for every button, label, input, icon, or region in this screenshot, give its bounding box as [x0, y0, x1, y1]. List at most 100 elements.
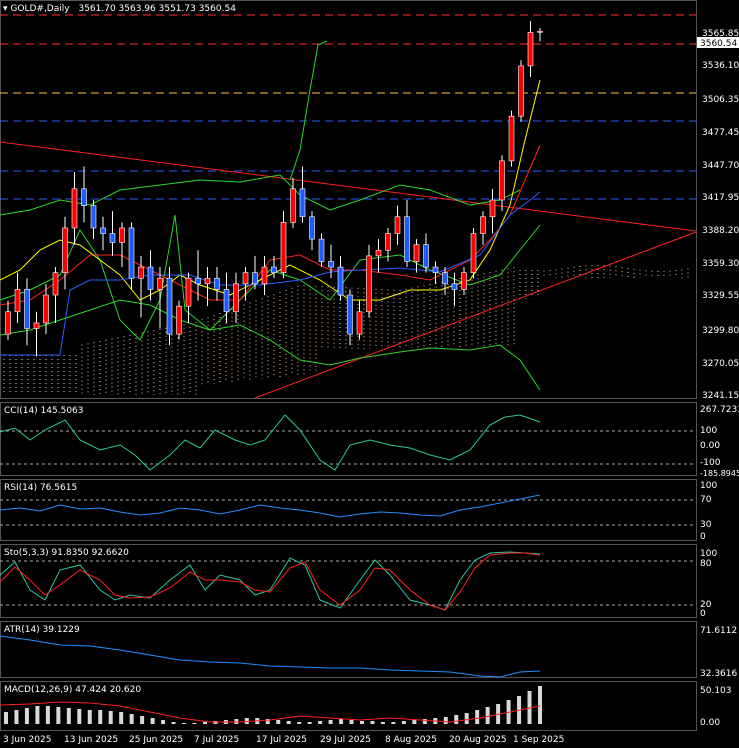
candle-body — [375, 249, 382, 257]
macd-bar — [108, 711, 113, 724]
candle-body — [195, 277, 201, 285]
rsi-level-label: 0 — [700, 532, 706, 542]
candle-body — [5, 311, 11, 335]
candle-body — [280, 222, 287, 273]
candle-body — [394, 216, 401, 234]
macd-bar — [4, 712, 8, 724]
candle-body — [328, 261, 334, 268]
time-axis-label: 8 Aug 2025 — [385, 735, 437, 745]
atr-line — [0, 635, 541, 678]
macd-bar — [14, 710, 19, 724]
candle-body — [147, 266, 154, 290]
macd-bar — [276, 720, 281, 724]
macd-bar — [35, 706, 40, 724]
candle-body — [185, 277, 192, 307]
macd-bar — [443, 717, 448, 724]
macd-bar — [485, 707, 490, 724]
macd-bar — [297, 722, 302, 724]
candle-body — [90, 205, 97, 229]
cci-level-label: 100 — [700, 426, 718, 436]
stoch-level-label: 80 — [700, 559, 712, 569]
candle-body — [242, 272, 249, 285]
current-price-label: 3560.54 — [700, 39, 737, 49]
price-axis-label: 3270.05 — [702, 359, 739, 369]
rsi-level-label: 30 — [700, 520, 712, 530]
rsi-title: RSI(14) 76.5615 — [4, 483, 78, 493]
candle-body — [423, 244, 429, 268]
macd-bar — [318, 721, 323, 724]
macd-signal-line — [0, 701, 541, 723]
price-axis-label: 3329.55 — [702, 291, 739, 301]
ma-yellow — [0, 79, 541, 301]
candle-body — [271, 266, 277, 273]
price-axis-label: 3565.85 — [702, 29, 739, 39]
cci-title: CCI(14) 145.5063 — [4, 406, 84, 416]
candle-body — [356, 311, 363, 335]
candle-body — [223, 289, 230, 313]
candle-body — [62, 227, 68, 273]
bollinger-lower — [0, 299, 541, 391]
candle-body — [71, 188, 78, 229]
candle-body — [214, 277, 220, 290]
cci-level-label: 267.7233 — [700, 405, 739, 415]
time-axis-label: 1 Sep 2025 — [513, 735, 565, 745]
macd-bar — [286, 721, 291, 724]
macd-bar — [307, 722, 312, 724]
stoch-level-label: 20 — [700, 600, 712, 610]
macd-bar — [140, 716, 145, 724]
macd-bar — [171, 722, 176, 724]
macd-bar — [265, 719, 270, 724]
candle-body — [109, 233, 116, 243]
macd-bar — [339, 719, 344, 724]
candle-body — [81, 188, 87, 206]
collapse-arrow-icon[interactable]: ▾ — [3, 4, 8, 14]
macd-bar — [370, 721, 375, 724]
macd-bar — [202, 722, 207, 724]
candle-body — [233, 283, 239, 313]
macd-pane-border — [0, 681, 697, 731]
bollinger-upper — [0, 174, 521, 216]
candle-body — [480, 216, 486, 234]
cci-level-label: -185.8945 — [700, 469, 739, 478]
macd-bar — [454, 715, 459, 724]
price-axis-label: 3536.10 — [702, 61, 739, 71]
ichimoku-cloud — [3, 265, 689, 395]
macd-bar — [464, 713, 469, 724]
candle-body — [52, 272, 59, 296]
candle-body — [527, 32, 534, 67]
candle-body — [290, 188, 296, 223]
rsi-level-label: 100 — [700, 481, 718, 491]
price-axis-label: 3388.20 — [702, 226, 739, 236]
time-axis-label: 25 Jun 2025 — [129, 735, 184, 745]
macd-title: MACD(12,26,9) 47.424 20.620 — [4, 685, 142, 695]
stoch-level-label: 0 — [700, 609, 706, 619]
macd-level-label: 50.103 — [700, 686, 732, 696]
candle-body — [347, 294, 353, 335]
macd-bar — [66, 708, 71, 724]
chart-header: ▾ GOLD#,Daily 3561.70 3563.96 3551.73 35… — [3, 4, 236, 14]
stoch-levels — [0, 560, 696, 606]
time-axis-label: 13 Jun 2025 — [64, 735, 119, 745]
trendline-down — [0, 141, 697, 232]
macd-bar — [45, 706, 50, 724]
macd-bar — [98, 710, 103, 724]
cci-level-label: 0.00 — [700, 441, 721, 451]
candle-body — [404, 216, 410, 262]
atr-pane-border — [0, 621, 697, 678]
pane-borders — [0, 0, 697, 731]
macd-bar — [391, 722, 396, 724]
cci-level-label: -100 — [700, 458, 721, 468]
macd-bar — [77, 709, 82, 724]
candle-body — [366, 255, 372, 313]
candle-body — [128, 227, 135, 279]
price-axis-label: 3447.70 — [702, 161, 739, 171]
rsi-level-label: 70 — [700, 495, 712, 505]
candle-body — [318, 238, 325, 262]
price-axis-label: 3477.45 — [702, 128, 739, 138]
candle-body — [166, 277, 173, 335]
rsi-levels — [0, 499, 696, 526]
candle-body — [470, 233, 477, 273]
candle-body — [204, 277, 211, 285]
atr-title: ATR(14) 39.1229 — [4, 625, 80, 635]
